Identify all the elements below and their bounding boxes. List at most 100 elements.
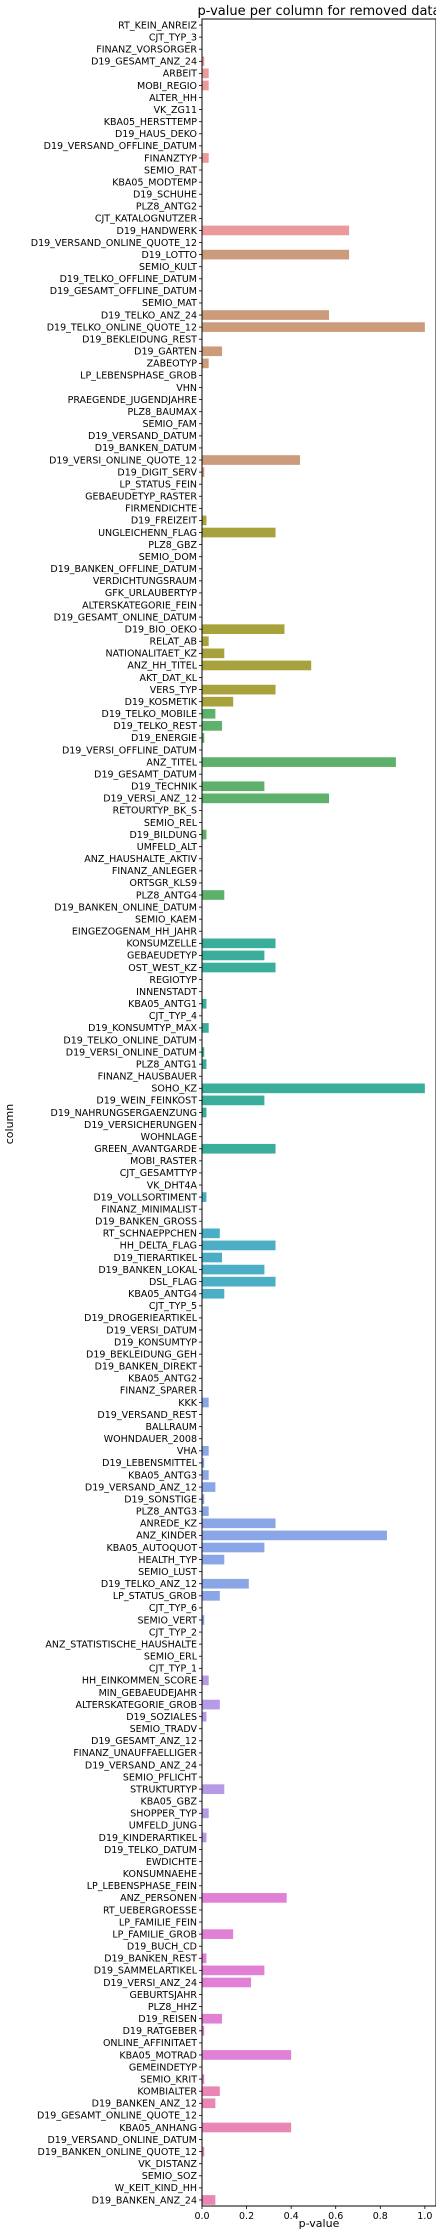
y-tick-label: D19_BANKEN_ANZ_12 (92, 2099, 197, 2110)
bar (202, 225, 350, 236)
bar (202, 1192, 207, 1202)
y-tick-label: ANZ_TITEL (146, 757, 197, 768)
y-tick-label: D19_VERSAND_ONLINE_DATUM (47, 2135, 197, 2146)
y-tick-label: ZABEOTYP (147, 359, 198, 370)
y-tick-label: D19_VERSAND_ANZ_24 (85, 1760, 197, 1771)
bar (202, 1784, 225, 1794)
y-tick-label: AKT_DAT_KL (139, 673, 197, 684)
bar (202, 938, 276, 949)
y-tick-label: SEMIO_KULT (139, 262, 197, 273)
bar (202, 1059, 207, 1070)
y-tick-label: ANZ_HH_TITEL (127, 661, 197, 672)
bar (202, 1578, 249, 1589)
bar (202, 1276, 276, 1287)
y-tick-label: KBA05_GBZ (141, 1797, 198, 1808)
bar (202, 153, 209, 163)
y-tick-label: LP_STATUS_FEIN (119, 479, 197, 490)
y-tick-label: MIN_GEBAEUDEJAHR (99, 1688, 198, 1699)
bar (202, 1965, 265, 1976)
bar (202, 1554, 225, 1565)
bar (202, 684, 276, 695)
bar (202, 636, 209, 647)
y-tick-label: D19_SONSTIGE (124, 1494, 197, 1505)
bar (202, 1977, 252, 1988)
y-tick-label: D19_VERSAND_ONLINE_QUOTE_12 (31, 238, 197, 249)
bar (202, 1228, 220, 1239)
bar (202, 733, 205, 743)
bar (202, 1929, 234, 1939)
y-tick-label: LP_FAMILIE_GROB (112, 1929, 197, 1940)
y-tick-label: D19_WEIN_FEINKOST (96, 1096, 197, 1107)
y-tick-label: SEMIO_MAT (142, 298, 197, 309)
y-tick-label: PRAEGENDE_JUGENDJAHRE (68, 395, 197, 406)
bar (202, 249, 350, 260)
y-tick-label: D19_TELKO_REST (113, 721, 197, 732)
bar (202, 455, 301, 465)
y-tick-label: D19_TELKO_DATUM (104, 1845, 197, 1856)
y-tick-label: D19_BANKEN_OFFLINE_DATUM (50, 564, 197, 575)
y-tick-label: D19_GESAMT_ANZ_12 (91, 1736, 197, 1747)
bar (202, 56, 205, 67)
y-tick-label: D19_GESAMT_OFFLINE_DATUM (50, 286, 197, 297)
y-axis-label: column (3, 1104, 16, 1145)
y-tick-label: VERS_TYP (150, 685, 197, 696)
bar (202, 1808, 209, 1819)
y-tick-label: VK_ZG11 (154, 105, 197, 116)
bar (202, 1590, 220, 1601)
bar (202, 950, 265, 961)
bar (202, 1397, 209, 1408)
y-tick-label: D19_KONSUMTYP_MAX (88, 1023, 197, 1034)
y-tick-label: SEMIO_ERL (144, 1652, 198, 1663)
bar (202, 1023, 209, 1033)
y-tick-label: KBA05_MOTRAD (119, 2050, 197, 2061)
x-tick-label: 0.8 (373, 2211, 388, 2222)
bar (202, 310, 330, 320)
y-tick-label: D19_HANDWERK (117, 226, 198, 237)
y-tick-label: D19_GESAMT_ONLINE_QUOTE_12 (37, 2111, 197, 2122)
y-tick-label: RT_UEBERGROESSE (103, 1905, 197, 1916)
y-tick-label: D19_LOTTO (141, 250, 197, 261)
x-tick-label: 0.4 (284, 2211, 299, 2222)
x-tick-label: 0.2 (239, 2211, 254, 2222)
y-tick-label: RETOURTYP_BK_S (113, 806, 197, 817)
y-tick-label: PLZ8_ANTG1 (136, 1059, 197, 1070)
y-tick-label: ARBEIT (163, 69, 197, 80)
y-tick-label: CJT_TYP_2 (149, 1627, 197, 1638)
bar (202, 793, 330, 804)
y-tick-label: GEBAEUDETYP_RASTER (85, 492, 197, 503)
y-tick-label: D19_VERSAND_OFFLINE_DATUM (44, 141, 197, 152)
bar (202, 1143, 276, 1154)
y-tick-label: ONLINE_AFFINITAET (103, 2038, 197, 2049)
y-tick-label: D19_GESAMT_ONLINE_DATUM (54, 612, 197, 623)
y-tick-label: BALLRAUM (146, 1422, 197, 1433)
y-tick-label: HEALTH_TYP (138, 1555, 197, 1566)
bar (202, 1675, 209, 1686)
y-tick-label: CJT_TYP_6 (149, 1603, 197, 1614)
chart-title: p-value per column for removed data (198, 4, 436, 19)
y-tick-label: D19_SAMMELARTIKEL (94, 1966, 198, 1977)
y-tick-label: D19_LEBENSMITTEL (102, 1458, 198, 1469)
y-tick-label: D19_BANKEN_LOKAL (98, 1265, 197, 1276)
y-tick-label: D19_RATGEBER (123, 2026, 198, 2037)
x-tick-label: 0.6 (328, 2211, 343, 2222)
y-tick-label: D19_BANKEN_ONLINE_DATUM (54, 902, 197, 913)
y-tick-label: D19_DROGERIEARTIKEL (84, 1313, 198, 1324)
y-tick-label: MOBI_RASTER (130, 1156, 197, 1167)
bar (202, 1506, 209, 1517)
bar (202, 346, 223, 357)
bar (202, 2050, 292, 2060)
y-tick-label: CJT_KATALOGNUTZER (95, 214, 198, 225)
y-tick-label: RELAT_AB (150, 637, 197, 648)
y-tick-label: FINANZTYP (144, 153, 197, 164)
y-tick-label: GEBURTSJAHR (130, 1990, 198, 2001)
y-tick-label: ANZ_STATISTISCHE_HAUSHALTE (45, 1639, 197, 1650)
plot-frame (201, 18, 436, 2207)
y-tick-label: D19_VERSICHERUNGEN (84, 1120, 197, 1131)
y-tick-label: D19_REISEN (138, 2014, 197, 2025)
y-tick-label: SEMIO_SOZ (142, 2171, 198, 2182)
bars-layer (202, 56, 425, 2205)
bar (202, 1047, 205, 1057)
bar (202, 962, 276, 973)
y-tick-label: D19_FREIZEIT (131, 516, 197, 527)
y-tick-label: D19_TELKO_OFFLINE_DATUM (60, 274, 197, 285)
